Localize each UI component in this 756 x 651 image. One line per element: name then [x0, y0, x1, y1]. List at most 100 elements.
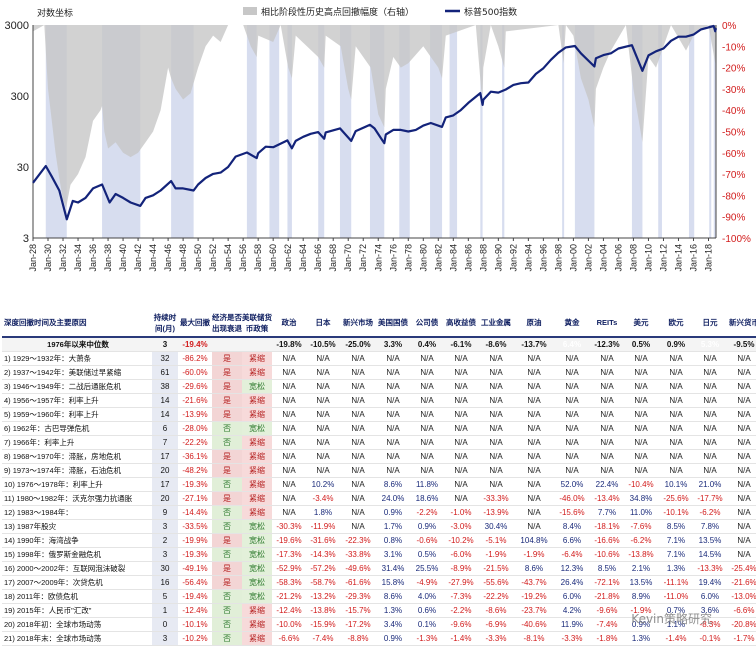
row-industrial-metals: N/A	[478, 407, 514, 422]
row-oil: -40.6%	[514, 617, 554, 632]
table-row: 14) 1990年：海湾战争 2 -19.9% 是宽松 -19.6% -31.6% -22.…	[2, 533, 756, 548]
x-tick-label: Jan-40	[118, 244, 128, 272]
row-cause: 13) 1987年股灾	[2, 519, 152, 534]
row-politics: -52.9%	[272, 561, 306, 576]
median-us-treasury: 3.3%	[376, 337, 410, 352]
right-tick-label: -80%	[722, 191, 745, 202]
row-politics: N/A	[272, 421, 306, 436]
x-tick-label: Jan-06	[613, 244, 623, 272]
row-reits: -7.4%	[590, 617, 624, 632]
deep-drawdown-period	[449, 25, 458, 238]
row-industrial-metals: N/A	[478, 393, 514, 408]
row-em-fx: -13.0%	[726, 589, 756, 604]
row-oil: -43.7%	[514, 575, 554, 590]
right-tick-label: -60%	[722, 149, 745, 160]
x-tick-label: Jan-02	[583, 244, 593, 272]
row-max-drawdown: -56.4%	[178, 575, 212, 590]
x-tick-label: Jan-38	[103, 244, 113, 272]
header-us-treasury: 美国国债	[376, 309, 410, 338]
row-eur: 0.7%	[658, 603, 694, 618]
row-eur: N/A	[658, 393, 694, 408]
row-em-fx: N/A	[726, 477, 756, 492]
row-gold: N/A	[554, 393, 590, 408]
table-row: 20) 2018年初：全球市场动荡 0 -10.1% 否紧缩 -10.0% -15.9% -…	[2, 617, 756, 632]
row-jpy: -6.2%	[694, 505, 726, 520]
row-usd: 11.0%	[624, 505, 658, 520]
table-row: 11) 1980～1982年：沃克尔强力抗通胀 20 -27.1% 是紧缩 N/A -3.…	[2, 491, 756, 506]
deep-drawdown-period	[287, 25, 292, 238]
x-tick-label: Jan-08	[628, 244, 638, 272]
row-industrial-metals: N/A	[478, 421, 514, 436]
x-tick-label: Jan-34	[73, 244, 83, 272]
row-fed-policy: 紧缩	[242, 393, 272, 408]
row-industrial-metals: -5.1%	[478, 533, 514, 548]
row-corp-bond: 0.9%	[410, 519, 444, 534]
x-tick-label: Jan-36	[88, 244, 98, 272]
median-row: 1976年以来中位数 3 -19.4% -19.8% -10.5% -25.0%…	[2, 337, 756, 352]
row-cause: 4) 1956～1957年：利率上升	[2, 393, 152, 408]
row-em: -17.2%	[340, 617, 376, 632]
row-eur: N/A	[658, 407, 694, 422]
row-gold: N/A	[554, 407, 590, 422]
row-cause: 3) 1946～1949年：二战后通胀危机	[2, 379, 152, 394]
table-row: 15) 1998年：俄罗斯金融危机 3 -19.3% 否宽松 -17.3% -14.3% -…	[2, 547, 756, 562]
row-usd: N/A	[624, 421, 658, 436]
row-em-fx: N/A	[726, 379, 756, 394]
row-eur: 7.1%	[658, 533, 694, 548]
row-duration: 3	[152, 547, 178, 562]
row-us-treasury: 0.8%	[376, 533, 410, 548]
row-gold: 12.3%	[554, 561, 590, 576]
drawdown-table: 深度回撤时间及主要原因 持续时间(月) 最大回撤 经济是否出现衰退 美联储货币政…	[2, 309, 756, 649]
row-em: N/A	[340, 351, 376, 366]
row-max-drawdown: -33.5%	[178, 519, 212, 534]
row-recession: 是	[212, 491, 242, 506]
row-corp-bond: -2.2%	[410, 505, 444, 520]
deep-drawdown-period	[709, 25, 712, 238]
row-max-drawdown: -60.0%	[178, 365, 212, 380]
row-em-fx: N/A	[726, 435, 756, 450]
left-tick-label: 300	[11, 91, 29, 103]
row-us-treasury: 1.7%	[376, 519, 410, 534]
row-em-fx: -21.6%	[726, 575, 756, 590]
deep-drawdown-period	[246, 25, 257, 238]
row-usd: N/A	[624, 379, 658, 394]
watermark: Kevin策略研究	[631, 612, 712, 626]
row-reits: 8.5%	[590, 561, 624, 576]
row-industrial-metals: N/A	[478, 449, 514, 464]
row-eur: N/A	[658, 351, 694, 366]
row-hy-bond: -1.0%	[444, 505, 478, 520]
row-recession: 否	[212, 631, 242, 646]
x-tick-label: Jan-04	[598, 244, 608, 272]
row-japan: N/A	[306, 463, 340, 478]
deep-drawdown-period	[430, 25, 443, 238]
x-tick-label: Jan-92	[508, 244, 518, 272]
x-tick-label: Jan-56	[238, 244, 248, 272]
row-jpy: N/A	[694, 449, 726, 464]
row-recession: 否	[212, 547, 242, 562]
row-hy-bond: -2.2%	[444, 603, 478, 618]
row-fed-policy: 宽松	[242, 547, 272, 562]
deep-drawdown-period	[713, 25, 716, 238]
row-em: N/A	[340, 519, 376, 534]
row-japan: -11.9%	[306, 519, 340, 534]
deep-drawdown-period	[562, 25, 565, 238]
deep-drawdown-period	[688, 25, 695, 238]
row-gold: 26.4%	[554, 575, 590, 590]
row-recession: 否	[212, 617, 242, 632]
row-industrial-metals: -22.2%	[478, 589, 514, 604]
header-oil: 原油	[514, 309, 554, 338]
row-politics: N/A	[272, 393, 306, 408]
row-hy-bond: N/A	[444, 491, 478, 506]
header-em: 新兴市场	[340, 309, 376, 338]
row-oil: -1.9%	[514, 547, 554, 562]
row-reits: N/A	[590, 351, 624, 366]
row-oil: -23.7%	[514, 603, 554, 618]
row-politics: -58.3%	[272, 575, 306, 590]
row-jpy: N/A	[694, 463, 726, 478]
row-recession: 否	[212, 589, 242, 604]
row-cause: 16) 2000～2002年：互联网泡沫破裂	[2, 561, 152, 576]
x-tick-label: Jan-84	[448, 244, 458, 272]
row-fed-policy: 紧缩	[242, 505, 272, 520]
median-duration: 3	[152, 337, 178, 352]
row-gold: 8.4%	[554, 519, 590, 534]
